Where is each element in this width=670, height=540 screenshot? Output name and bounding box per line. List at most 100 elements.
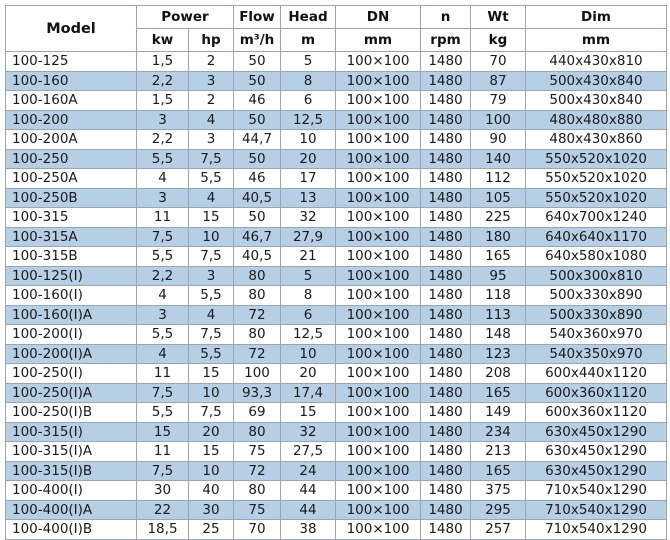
cell-hp: 7,5 bbox=[188, 402, 234, 423]
cell-hp: 15 bbox=[188, 207, 234, 228]
cell-wt: 165 bbox=[470, 246, 526, 267]
column-header-power: Power bbox=[136, 5, 234, 29]
unit-header-dn: mm bbox=[335, 28, 421, 52]
cell-hp: 40 bbox=[188, 480, 234, 501]
cell-n: 1480 bbox=[420, 460, 471, 481]
cell-n: 1480 bbox=[420, 246, 471, 267]
unit-header-wt: kg bbox=[470, 28, 526, 52]
cell-wt: 100 bbox=[470, 109, 526, 130]
cell-n: 1480 bbox=[420, 265, 471, 286]
column-header-n: n bbox=[420, 5, 471, 29]
cell-model: 100-250(I)A bbox=[5, 382, 137, 403]
cell-hp: 5,5 bbox=[188, 343, 234, 364]
cell-kw: 3 bbox=[136, 109, 189, 130]
cell-hp: 7,5 bbox=[188, 148, 234, 169]
cell-model: 100-400(I)A bbox=[5, 499, 137, 520]
cell-wt: 165 bbox=[470, 382, 526, 403]
cell-dim: 500x430x840 bbox=[525, 70, 667, 91]
cell-model: 100-125(I) bbox=[5, 265, 137, 286]
cell-hp: 5,5 bbox=[188, 285, 234, 306]
cell-dn: 100×100 bbox=[335, 51, 421, 72]
cell-dn: 100×100 bbox=[335, 109, 421, 130]
table-row: 100-400(I) 30 40 80 44 100×100 1480 375 710x540x… bbox=[5, 480, 667, 501]
cell-wt: 112 bbox=[470, 168, 526, 189]
cell-head: 38 bbox=[280, 519, 336, 540]
cell-hp: 10 bbox=[188, 460, 234, 481]
table-row: 100-315(I)A 11 15 75 27,5 100×100 1480 213 630x4… bbox=[5, 441, 667, 462]
cell-dn: 100×100 bbox=[335, 168, 421, 189]
cell-kw: 4 bbox=[136, 168, 189, 189]
cell-kw: 11 bbox=[136, 207, 189, 228]
column-header-flow: Flow bbox=[233, 5, 281, 29]
cell-flow: 50 bbox=[233, 70, 281, 91]
cell-n: 1480 bbox=[420, 51, 471, 72]
cell-hp: 30 bbox=[188, 499, 234, 520]
cell-dim: 600x440x1120 bbox=[525, 363, 667, 384]
cell-wt: 208 bbox=[470, 363, 526, 384]
cell-kw: 3 bbox=[136, 187, 189, 208]
cell-wt: 375 bbox=[470, 480, 526, 501]
cell-head: 8 bbox=[280, 70, 336, 91]
cell-dim: 600x360x1120 bbox=[525, 402, 667, 423]
cell-flow: 80 bbox=[233, 285, 281, 306]
cell-dim: 640x700x1240 bbox=[525, 207, 667, 228]
column-header-wt: Wt bbox=[470, 5, 526, 29]
cell-kw: 18,5 bbox=[136, 519, 189, 540]
cell-dim: 500x330x890 bbox=[525, 285, 667, 306]
cell-wt: 113 bbox=[470, 304, 526, 325]
cell-flow: 100 bbox=[233, 363, 281, 384]
cell-model: 100-315A bbox=[5, 226, 137, 247]
cell-head: 32 bbox=[280, 421, 336, 442]
cell-model: 100-200A bbox=[5, 129, 137, 150]
cell-dn: 100×100 bbox=[335, 343, 421, 364]
unit-header-kw: kw bbox=[136, 28, 189, 52]
cell-dim: 550x520x1020 bbox=[525, 168, 667, 189]
cell-wt: 87 bbox=[470, 70, 526, 91]
cell-dn: 100×100 bbox=[335, 480, 421, 501]
cell-dn: 100×100 bbox=[335, 207, 421, 228]
cell-kw: 3 bbox=[136, 304, 189, 325]
cell-model: 100-250(I)B bbox=[5, 402, 137, 423]
cell-model: 100-315 bbox=[5, 207, 137, 228]
cell-wt: 234 bbox=[470, 421, 526, 442]
cell-model: 100-200(I) bbox=[5, 324, 137, 345]
cell-n: 1480 bbox=[420, 343, 471, 364]
cell-flow: 72 bbox=[233, 343, 281, 364]
cell-n: 1480 bbox=[420, 480, 471, 501]
cell-kw: 30 bbox=[136, 480, 189, 501]
cell-head: 21 bbox=[280, 246, 336, 267]
cell-kw: 2,2 bbox=[136, 129, 189, 150]
cell-n: 1480 bbox=[420, 129, 471, 150]
cell-hp: 25 bbox=[188, 519, 234, 540]
cell-dn: 100×100 bbox=[335, 421, 421, 442]
cell-dn: 100×100 bbox=[335, 460, 421, 481]
cell-model: 100-160A bbox=[5, 90, 137, 111]
cell-n: 1480 bbox=[420, 421, 471, 442]
cell-model: 100-250(I) bbox=[5, 363, 137, 384]
cell-head: 13 bbox=[280, 187, 336, 208]
table-row: 100-315(I) 15 20 80 32 100×100 1480 234 630x450x… bbox=[5, 421, 667, 442]
cell-model: 100-250A bbox=[5, 168, 137, 189]
cell-wt: 213 bbox=[470, 441, 526, 462]
cell-model: 100-315(I) bbox=[5, 421, 137, 442]
table-row: 100-160 2,2 3 50 8 100×100 1480 87 500x430x840 bbox=[5, 70, 667, 91]
cell-dim: 550x520x1020 bbox=[525, 187, 667, 208]
header-row-units: kw hp m³/h m mm rpm kg mm bbox=[6, 28, 667, 52]
cell-flow: 50 bbox=[233, 51, 281, 72]
cell-wt: 149 bbox=[470, 402, 526, 423]
cell-flow: 50 bbox=[233, 207, 281, 228]
cell-n: 1480 bbox=[420, 90, 471, 111]
cell-wt: 180 bbox=[470, 226, 526, 247]
cell-kw: 5,5 bbox=[136, 402, 189, 423]
cell-wt: 123 bbox=[470, 343, 526, 364]
cell-dim: 500x330x890 bbox=[525, 304, 667, 325]
cell-kw: 22 bbox=[136, 499, 189, 520]
cell-head: 12,5 bbox=[280, 324, 336, 345]
cell-wt: 90 bbox=[470, 129, 526, 150]
cell-model: 100-200(I)A bbox=[5, 343, 137, 364]
cell-dn: 100×100 bbox=[335, 285, 421, 306]
cell-model: 100-160 bbox=[5, 70, 137, 91]
cell-kw: 5,5 bbox=[136, 246, 189, 267]
cell-flow: 70 bbox=[233, 519, 281, 540]
cell-kw: 4 bbox=[136, 285, 189, 306]
